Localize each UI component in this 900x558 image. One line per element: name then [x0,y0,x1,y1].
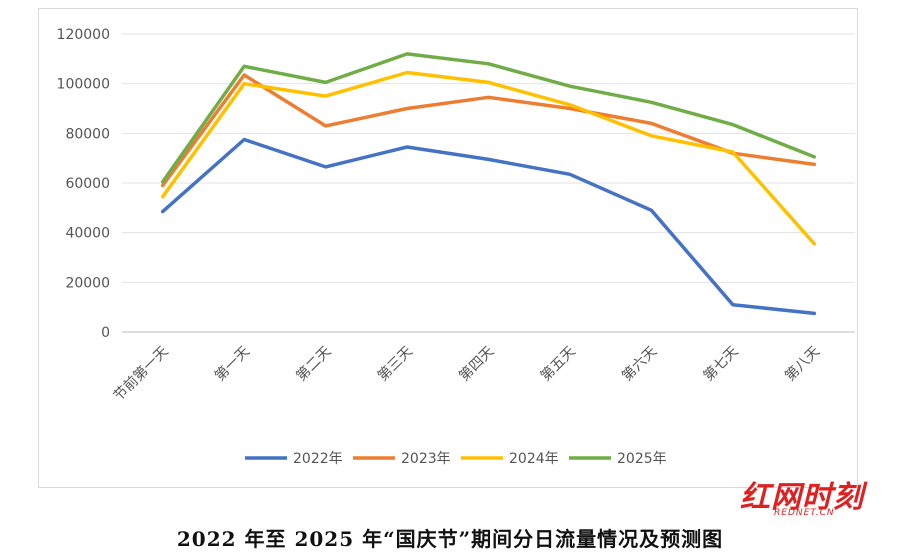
legend: 2022年 2023年 2024年 2025年 [245,451,667,467]
y-tick-label: 100000 [57,77,110,93]
logo-wordmark: 红网时刻 [740,480,864,515]
gridlines [122,33,855,333]
chart-caption: 2022 年至 2025 年“国庆节”期间分日流量情况及预测图 [176,527,724,551]
legend-label: 2024年 [509,451,559,467]
x-axis-tick-labels: 节前第一天 第一天 第二天 第三天 第四天 第五天 第六天 第七天 第八天 [110,343,823,405]
y-tick-label: 40000 [65,226,110,242]
series-line-2025年 [160,52,817,184]
series-line-2023年 [160,73,817,188]
x-tick-label: 节前第一天 [110,343,172,405]
series-lines [160,52,817,316]
rednet-logo: 红网时刻 REDNET.CN [740,472,890,528]
x-tick-label: 第一天 [211,343,253,385]
x-tick-label: 第七天 [700,343,742,385]
x-tick-label: 第三天 [374,343,416,385]
x-tick-label: 第四天 [456,343,498,385]
logo-subtext: REDNET.CN [774,508,835,518]
x-tick-label: 第八天 [781,343,823,385]
y-tick-label: 0 [101,325,110,341]
y-tick-label: 120000 [57,27,110,43]
chart-frame [38,8,858,488]
legend-label: 2025年 [617,451,667,467]
y-tick-label: 20000 [65,275,110,291]
y-tick-label: 60000 [65,176,110,192]
x-tick-label: 第二天 [293,343,335,385]
legend-label: 2023年 [401,451,451,467]
x-tick-label: 第六天 [618,343,660,385]
line-chart: 020000400006000080000100000120000 节前第一天第… [57,27,855,467]
y-tick-label: 80000 [65,126,110,142]
series-line-2024年 [160,70,817,246]
x-tick-label: 第五天 [537,343,579,385]
series-line-2022年 [160,137,817,316]
y-axis-tick-labels: 0 20000 40000 60000 80000 100000 120000 [57,27,110,341]
legend-label: 2022年 [293,451,343,467]
